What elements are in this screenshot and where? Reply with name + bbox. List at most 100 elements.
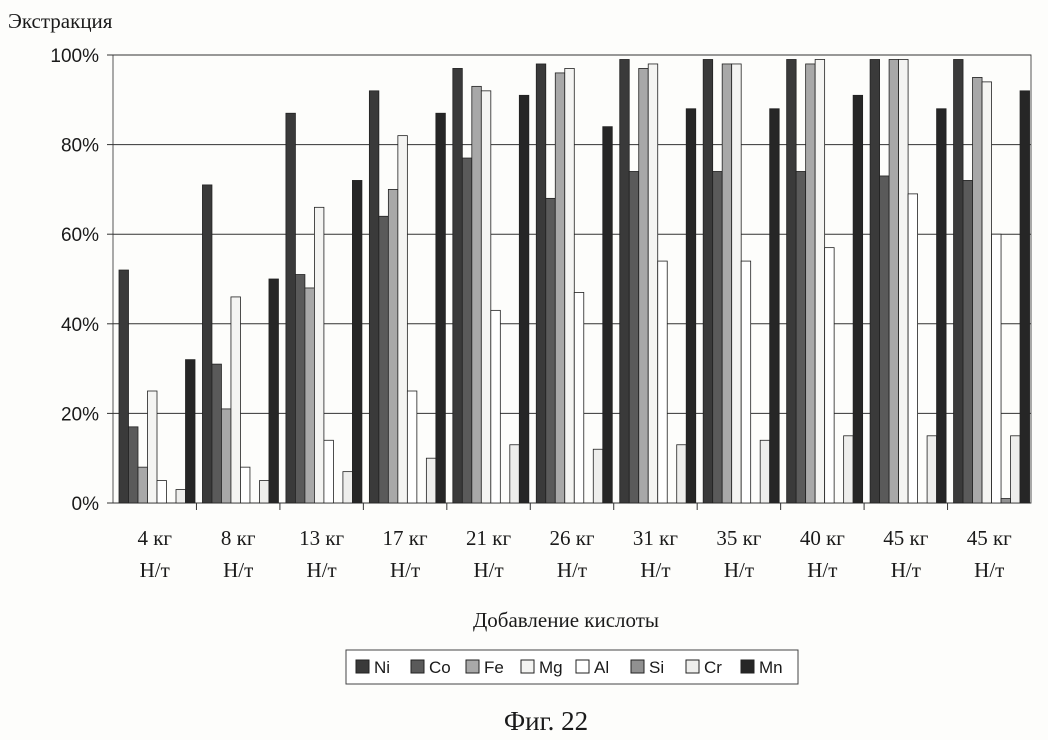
bar-si <box>1001 499 1011 503</box>
bar-mg <box>899 59 909 503</box>
bar-mn <box>269 279 279 503</box>
legend-label: Co <box>429 658 451 677</box>
bar-co <box>713 171 723 503</box>
bar-ni <box>620 59 630 503</box>
bar-cr <box>343 472 353 503</box>
bar-mn <box>352 180 362 503</box>
bar-mn <box>436 113 446 503</box>
x-tick-label: 21 кг <box>466 526 511 550</box>
bar-cr <box>510 445 520 503</box>
x-tick-label: 40 кг <box>800 526 845 550</box>
bar-mg <box>982 82 992 503</box>
x-tick-label: Н/т <box>640 558 670 582</box>
bar-mn <box>603 127 613 503</box>
x-tick-label: Н/т <box>557 558 587 582</box>
bar-fe <box>555 73 565 503</box>
bar-mg <box>231 297 241 503</box>
bar-cr <box>176 490 186 503</box>
x-tick-label: Н/т <box>724 558 754 582</box>
bar-ni <box>286 113 296 503</box>
y-tick-label: 80% <box>61 136 99 157</box>
legend-swatch-si <box>631 660 644 673</box>
bar-cr <box>677 445 687 503</box>
legend-swatch-al <box>576 660 589 673</box>
bar-al <box>741 261 751 503</box>
bar-ni <box>369 91 379 503</box>
legend-swatch-mg <box>521 660 534 673</box>
legend-label: Fe <box>484 658 504 677</box>
bar-al <box>574 292 584 503</box>
bar-cr <box>1011 436 1021 503</box>
bar-mn <box>853 95 863 503</box>
bar-al <box>407 391 417 503</box>
legend-swatch-ni <box>356 660 369 673</box>
x-tick-label: 4 кг <box>137 526 172 550</box>
legend-label: Mn <box>759 658 783 677</box>
legend-swatch-co <box>411 660 424 673</box>
bar-mg <box>148 391 158 503</box>
bar-co <box>212 364 222 503</box>
bar-cr <box>927 436 937 503</box>
bar-fe <box>388 189 398 503</box>
bar-fe <box>138 467 148 503</box>
bar-mg <box>481 91 491 503</box>
bar-mn <box>186 360 196 503</box>
bar-fe <box>806 64 816 503</box>
legend-label: Ni <box>374 658 390 677</box>
bar-co <box>295 275 305 503</box>
x-tick-label: Н/т <box>223 558 253 582</box>
x-tick-label: Н/т <box>807 558 837 582</box>
bar-fe <box>639 68 649 503</box>
bar-al <box>992 234 1002 503</box>
bar-co <box>963 180 973 503</box>
figure-caption: Фиг. 22 <box>504 706 588 736</box>
bar-fe <box>889 59 899 503</box>
x-tick-label: 13 кг <box>299 526 344 550</box>
x-tick-label: Н/т <box>891 558 921 582</box>
bar-mg <box>815 59 825 503</box>
x-tick-label: 45 кг <box>883 526 928 550</box>
x-axis-label: Добавление кислоты <box>473 608 659 632</box>
y-tick-label: 40% <box>61 315 99 336</box>
bar-fe <box>973 77 983 503</box>
x-tick-label: Н/т <box>390 558 420 582</box>
bar-cr <box>426 458 436 503</box>
bar-al <box>324 440 334 503</box>
x-tick-label: 8 кг <box>221 526 256 550</box>
bar-ni <box>202 185 212 503</box>
bars <box>119 59 1030 503</box>
bar-al <box>825 248 835 503</box>
bar-al <box>157 481 167 503</box>
bar-ni <box>536 64 546 503</box>
bar-co <box>129 427 139 503</box>
legend-label: Si <box>649 658 664 677</box>
bar-ni <box>787 59 797 503</box>
x-tick-label: Н/т <box>307 558 337 582</box>
bar-ni <box>703 59 713 503</box>
y-tick-label: 20% <box>61 404 99 425</box>
bar-co <box>379 216 389 503</box>
bar-al <box>908 194 918 503</box>
x-tick-label: 35 кг <box>716 526 761 550</box>
x-tick-label: Н/т <box>473 558 503 582</box>
y-axis-label: Экстракция <box>8 9 113 33</box>
legend-swatch-fe <box>466 660 479 673</box>
bar-mn <box>1020 91 1029 503</box>
bar-co <box>629 171 639 503</box>
bar-cr <box>760 440 770 503</box>
bar-mg <box>648 64 658 503</box>
bar-mg <box>565 68 575 503</box>
legend-label: Al <box>594 658 609 677</box>
bar-mn <box>686 109 696 503</box>
bar-mg <box>398 136 408 503</box>
bar-cr <box>593 449 603 503</box>
bar-mn <box>519 95 529 503</box>
x-tick-label: 31 кг <box>633 526 678 550</box>
y-tick-label: 100% <box>50 46 99 67</box>
x-tick-label: Н/т <box>140 558 170 582</box>
bar-mg <box>732 64 742 503</box>
bar-fe <box>722 64 732 503</box>
bar-al <box>491 310 501 503</box>
bar-co <box>880 176 890 503</box>
